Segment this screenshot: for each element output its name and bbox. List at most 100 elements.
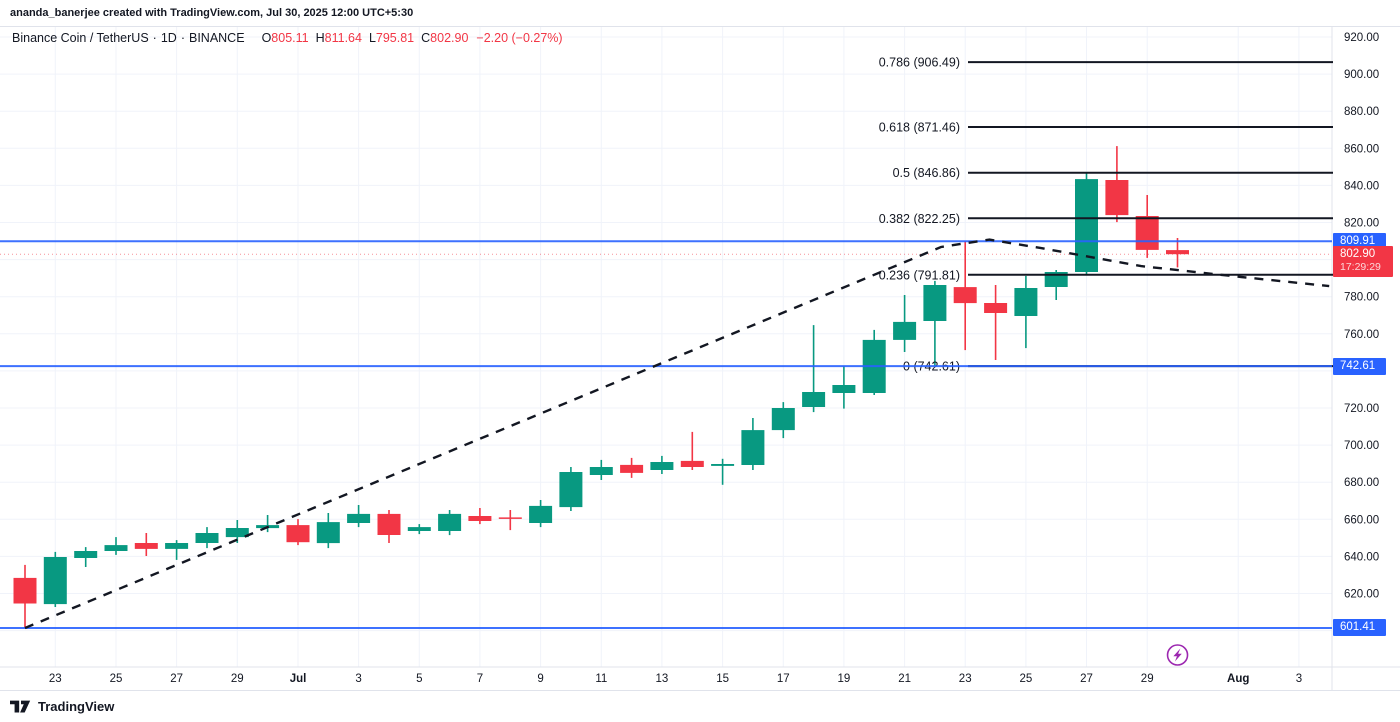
ohlc-key: H bbox=[315, 31, 325, 45]
x-axis-label: Aug bbox=[1227, 673, 1249, 685]
price-line-badge: 742.61 bbox=[1333, 358, 1386, 375]
candle bbox=[953, 241, 977, 351]
y-axis-label: 860.00 bbox=[1344, 143, 1379, 155]
candle bbox=[104, 537, 128, 555]
event-lightning-icon[interactable] bbox=[1166, 644, 1189, 666]
x-axis-label: 17 bbox=[777, 673, 790, 685]
fib-label: 0.618 (871.46) bbox=[879, 121, 960, 135]
tradingview-logo-icon bbox=[10, 700, 31, 712]
interval-label[interactable]: 1D bbox=[160, 31, 177, 45]
y-axis-label: 720.00 bbox=[1344, 403, 1379, 415]
footer-bar: TradingView bbox=[0, 690, 1400, 722]
y-axis-label: 620.00 bbox=[1344, 589, 1379, 601]
ohlc-value: 805.11 bbox=[271, 31, 309, 45]
x-axis-label: 27 bbox=[170, 673, 183, 685]
tradingview-logo[interactable]: TradingView bbox=[10, 699, 114, 714]
ohlc-value: 795.81 bbox=[375, 31, 415, 45]
x-axis-label: 15 bbox=[716, 673, 729, 685]
x-axis-label: 25 bbox=[1020, 673, 1033, 685]
candle bbox=[589, 459, 613, 480]
y-axis-label: 700.00 bbox=[1344, 440, 1379, 452]
candle bbox=[468, 508, 492, 525]
candle bbox=[650, 455, 674, 474]
x-axis-label: 13 bbox=[656, 673, 669, 685]
trend-curve[interactable] bbox=[24, 238, 1330, 630]
candle bbox=[347, 505, 371, 528]
candle bbox=[832, 366, 856, 409]
y-axis-label: 780.00 bbox=[1344, 292, 1379, 304]
axis-borders bbox=[0, 27, 1400, 690]
candle bbox=[559, 467, 583, 511]
candle bbox=[438, 510, 462, 536]
bar-countdown: 17:29:29 bbox=[1340, 261, 1381, 273]
candle bbox=[286, 519, 310, 546]
x-axis-label: 25 bbox=[110, 673, 123, 685]
x-axis-label: 23 bbox=[49, 673, 62, 685]
change-value: −2.20 (−0.27%) bbox=[476, 31, 563, 45]
grid bbox=[0, 27, 1332, 667]
candle bbox=[498, 510, 522, 531]
candle bbox=[1014, 275, 1038, 349]
y-axis[interactable]: 920.00 900.00 880.00 860.00 840.00 820.00 780.… bbox=[1344, 32, 1379, 601]
fib-label: 0.786 (906.49) bbox=[879, 56, 960, 70]
y-axis-label: 820.00 bbox=[1344, 218, 1379, 230]
attribution-bar: ananda_banerjee created with TradingView… bbox=[0, 0, 1400, 27]
y-axis-label: 880.00 bbox=[1344, 106, 1379, 118]
exchange-label[interactable]: BINANCE bbox=[188, 31, 245, 45]
x-axis-label: 19 bbox=[838, 673, 851, 685]
fib-label: 0.382 (822.25) bbox=[879, 212, 960, 226]
candle bbox=[984, 285, 1008, 360]
symbol-title[interactable]: Binance Coin / TetherUS bbox=[12, 31, 149, 45]
candle bbox=[1135, 195, 1159, 258]
x-axis-label: 11 bbox=[595, 673, 607, 685]
horizontal-price-lines[interactable] bbox=[0, 240, 1332, 629]
ohlc-key: L bbox=[368, 31, 376, 45]
candle bbox=[711, 458, 735, 485]
candle bbox=[802, 325, 826, 413]
candle bbox=[1166, 238, 1189, 268]
candle bbox=[620, 457, 644, 478]
candle bbox=[377, 510, 401, 543]
candle bbox=[43, 551, 67, 607]
fib-label: 0.236 (791.81) bbox=[879, 268, 960, 282]
candlesticks bbox=[13, 146, 1189, 628]
y-axis-label: 760.00 bbox=[1344, 329, 1379, 341]
candle bbox=[225, 520, 249, 543]
x-axis-label: 3 bbox=[355, 673, 361, 685]
x-axis-label: Jul bbox=[290, 673, 307, 685]
candle bbox=[680, 431, 704, 470]
candle bbox=[862, 329, 886, 395]
y-axis-label: 840.00 bbox=[1344, 180, 1379, 192]
price-line-badge: 601.41 bbox=[1333, 619, 1386, 636]
candle bbox=[741, 418, 765, 470]
ohlc-value: 811.64 bbox=[324, 31, 362, 45]
price-line-badge: 809.91 bbox=[1333, 233, 1386, 250]
candle bbox=[165, 540, 189, 560]
candle bbox=[893, 295, 917, 352]
x-axis[interactable]: 23 25 27 29 Jul 3 5 7 9 11 13 15 17 19 21 23 25 27 29 Aug 3 bbox=[49, 673, 1302, 685]
ohlc-value: 802.90 bbox=[430, 31, 469, 45]
symbol-legend[interactable]: Binance Coin / TetherUS · 1D · BINANCE O805.1… bbox=[12, 31, 563, 45]
candle bbox=[1075, 173, 1098, 275]
legend-separator: · bbox=[180, 31, 185, 45]
candle bbox=[1105, 146, 1129, 223]
x-axis-label: 29 bbox=[1141, 673, 1154, 685]
y-axis-label: 680.00 bbox=[1344, 477, 1379, 489]
tradingview-logo-text: TradingView bbox=[38, 699, 115, 714]
candle bbox=[134, 533, 158, 556]
x-axis-label: 21 bbox=[898, 673, 911, 685]
x-axis-label: 9 bbox=[537, 673, 543, 685]
candle bbox=[923, 280, 947, 367]
candle bbox=[195, 527, 219, 549]
x-axis-label: 3 bbox=[1296, 673, 1302, 685]
x-axis-label: 27 bbox=[1080, 673, 1093, 685]
fib-label: 0.5 (846.86) bbox=[893, 166, 960, 180]
x-axis-label: 7 bbox=[477, 673, 483, 685]
y-axis-label: 660.00 bbox=[1344, 514, 1379, 526]
y-axis-label: 920.00 bbox=[1344, 32, 1379, 44]
ohlc-values: O805.11 H811.64 L795.81 C802.90 bbox=[255, 31, 469, 45]
legend-separator: · bbox=[152, 31, 157, 45]
x-axis-label: 29 bbox=[231, 673, 244, 685]
